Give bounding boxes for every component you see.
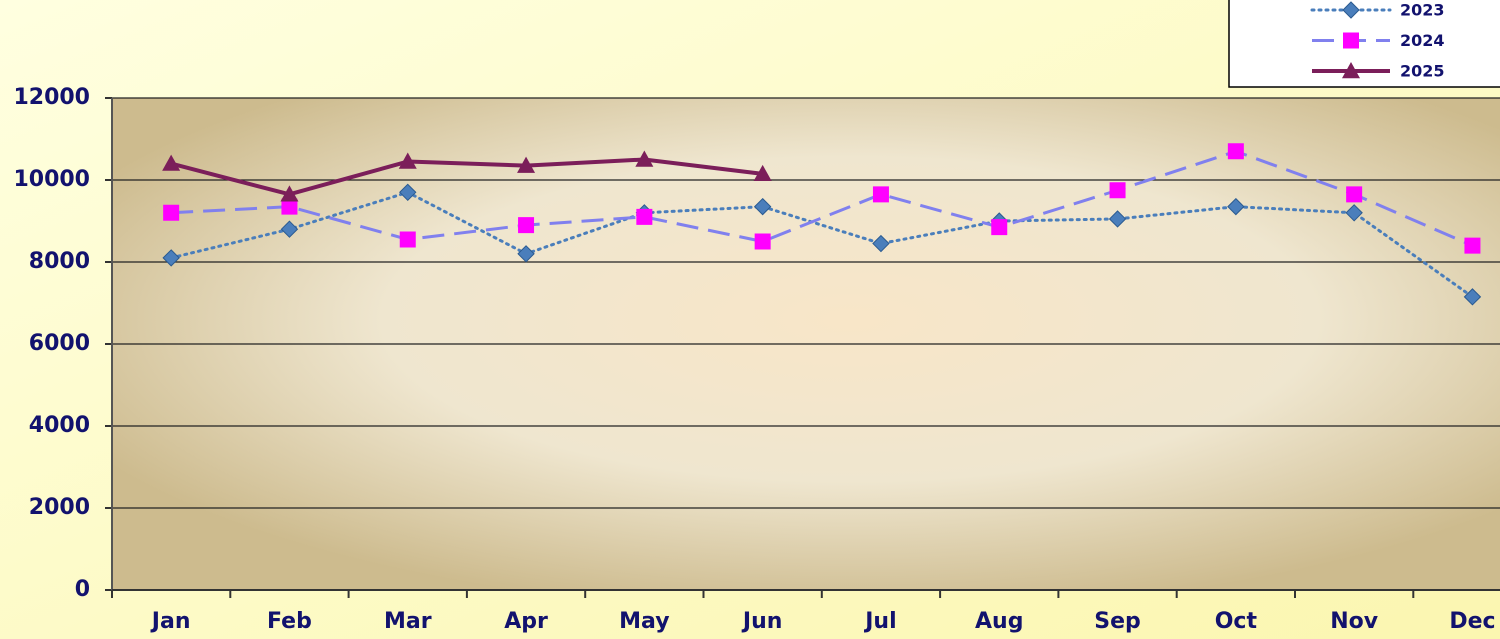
marker-square [399, 231, 416, 248]
x-tick-label: Jun [741, 609, 783, 634]
marker-triangle [635, 150, 654, 167]
y-tick-label: 8000 [29, 249, 90, 274]
x-tick-label: Dec [1449, 609, 1495, 634]
x-tick-label: Mar [384, 609, 432, 634]
x-tick-label: May [619, 609, 669, 634]
x-tick-label: Oct [1215, 609, 1258, 634]
x-tick-label: Aug [975, 609, 1023, 634]
x-tick-label: Nov [1330, 609, 1379, 634]
marker-diamond [753, 197, 772, 216]
marker-square [636, 208, 653, 225]
marker-diamond [1108, 210, 1127, 228]
legend-label: 2025 [1400, 62, 1445, 81]
marker-triangle [753, 164, 772, 182]
marker-diamond [399, 183, 417, 202]
y-tick-label: 12000 [13, 85, 90, 110]
y-tick-label: 2000 [29, 495, 90, 520]
marker-diamond [280, 220, 299, 238]
x-tick-label: Jan [150, 609, 191, 634]
marker-diamond [162, 249, 180, 267]
marker-diamond [1345, 204, 1363, 222]
marker-square [281, 198, 298, 215]
series-line [170, 157, 763, 197]
marker-diamond [1227, 197, 1245, 216]
marker-square [991, 219, 1008, 236]
y-tick-label: 10000 [13, 167, 90, 192]
y-tick-label: 4000 [29, 413, 90, 438]
x-tick-label: Sep [1094, 609, 1141, 634]
marker-square [163, 204, 180, 221]
marker-square [1343, 32, 1359, 49]
marker-square [1346, 186, 1363, 203]
marker-triangle [280, 185, 299, 202]
marker-square [872, 186, 889, 203]
marker-diamond [872, 234, 890, 253]
marker-triangle [1342, 62, 1360, 79]
marker-diamond [517, 245, 535, 263]
marker-square [754, 233, 771, 250]
x-tick-label: Feb [267, 609, 312, 634]
y-tick-label: 6000 [29, 331, 90, 356]
legend-label: 2024 [1400, 31, 1445, 50]
marker-square [1109, 182, 1126, 199]
marker-diamond [1342, 1, 1360, 19]
marker-square [518, 217, 535, 234]
series-line [169, 190, 1474, 299]
y-tick-label: 0 [75, 577, 90, 602]
legend [1228, 0, 1500, 88]
x-tick-label: Apr [504, 609, 548, 634]
marker-diamond [1463, 288, 1482, 306]
x-tick-label: Jul [863, 609, 896, 634]
marker-square [1464, 237, 1481, 254]
marker-triangle [162, 154, 181, 171]
marker-square [1227, 143, 1244, 160]
marker-triangle [398, 152, 417, 169]
marker-triangle [517, 156, 536, 173]
legend-label: 2023 [1400, 1, 1445, 20]
